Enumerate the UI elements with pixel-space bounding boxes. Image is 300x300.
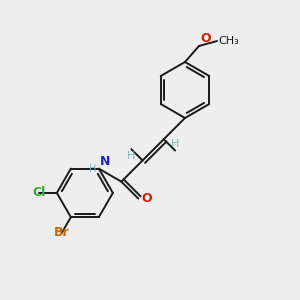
Text: H: H — [171, 139, 179, 148]
Text: O: O — [141, 192, 152, 205]
Text: O: O — [200, 32, 211, 45]
Text: Br: Br — [54, 226, 70, 239]
Text: Cl: Cl — [32, 186, 46, 200]
Text: H: H — [127, 151, 135, 161]
Text: N: N — [100, 154, 110, 168]
Text: H: H — [89, 164, 97, 174]
Text: CH₃: CH₃ — [218, 36, 239, 46]
